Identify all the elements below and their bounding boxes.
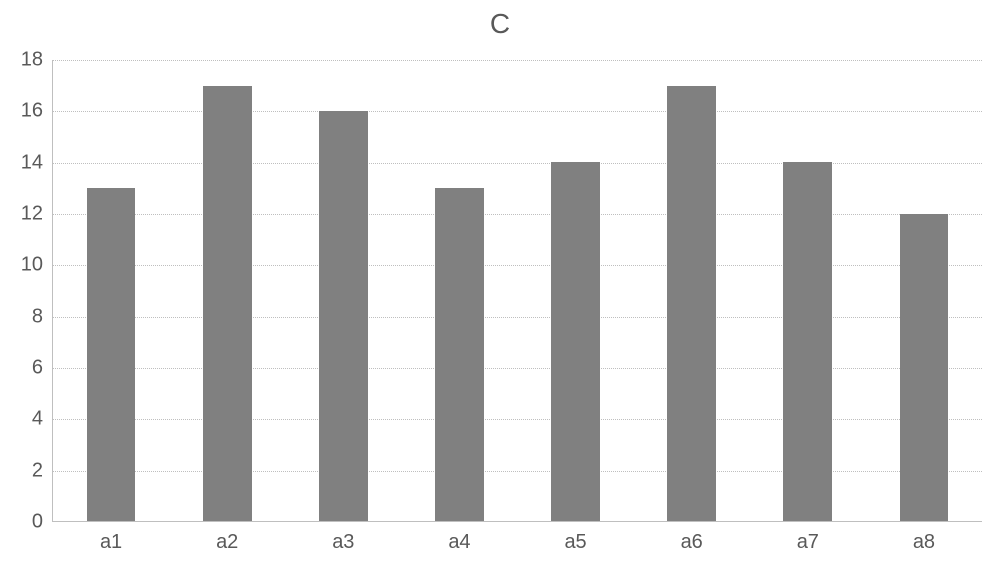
x-tick-label: a3 — [332, 531, 354, 554]
bar — [551, 162, 600, 521]
bar — [667, 86, 716, 521]
plot-area: a1a2a3a4a5a6a7a8 024681012141618 — [52, 60, 982, 522]
bar — [87, 188, 136, 521]
y-tick-label: 4 — [32, 408, 43, 431]
bars-group: a1a2a3a4a5a6a7a8 — [53, 60, 982, 521]
x-tick-label: a6 — [681, 531, 703, 554]
x-tick-label: a1 — [100, 531, 122, 554]
chart-title: C — [0, 8, 1000, 40]
bar-slot: a3 — [285, 60, 401, 521]
bar — [203, 86, 252, 521]
y-tick-label: 10 — [21, 254, 43, 277]
bar-slot: a8 — [866, 60, 982, 521]
y-tick-label: 16 — [21, 100, 43, 123]
x-tick-label: a8 — [913, 531, 935, 554]
bar-slot: a1 — [53, 60, 169, 521]
y-tick-label: 0 — [32, 511, 43, 534]
y-tick-label: 14 — [21, 151, 43, 174]
y-tick-label: 8 — [32, 305, 43, 328]
y-tick-label: 2 — [32, 459, 43, 482]
x-tick-label: a4 — [448, 531, 470, 554]
bar-slot: a7 — [750, 60, 866, 521]
bar-slot: a4 — [401, 60, 517, 521]
x-tick-label: a2 — [216, 531, 238, 554]
y-tick-label: 18 — [21, 49, 43, 72]
chart-container: C a1a2a3a4a5a6a7a8 024681012141618 — [0, 0, 1000, 564]
y-tick-label: 12 — [21, 203, 43, 226]
bar-slot: a5 — [518, 60, 634, 521]
bar — [900, 214, 949, 521]
x-tick-label: a5 — [564, 531, 586, 554]
y-tick-label: 6 — [32, 357, 43, 380]
bar-slot: a6 — [634, 60, 750, 521]
bar-slot: a2 — [169, 60, 285, 521]
x-tick-label: a7 — [797, 531, 819, 554]
bar — [783, 162, 832, 521]
bar — [435, 188, 484, 521]
bar — [319, 111, 368, 521]
